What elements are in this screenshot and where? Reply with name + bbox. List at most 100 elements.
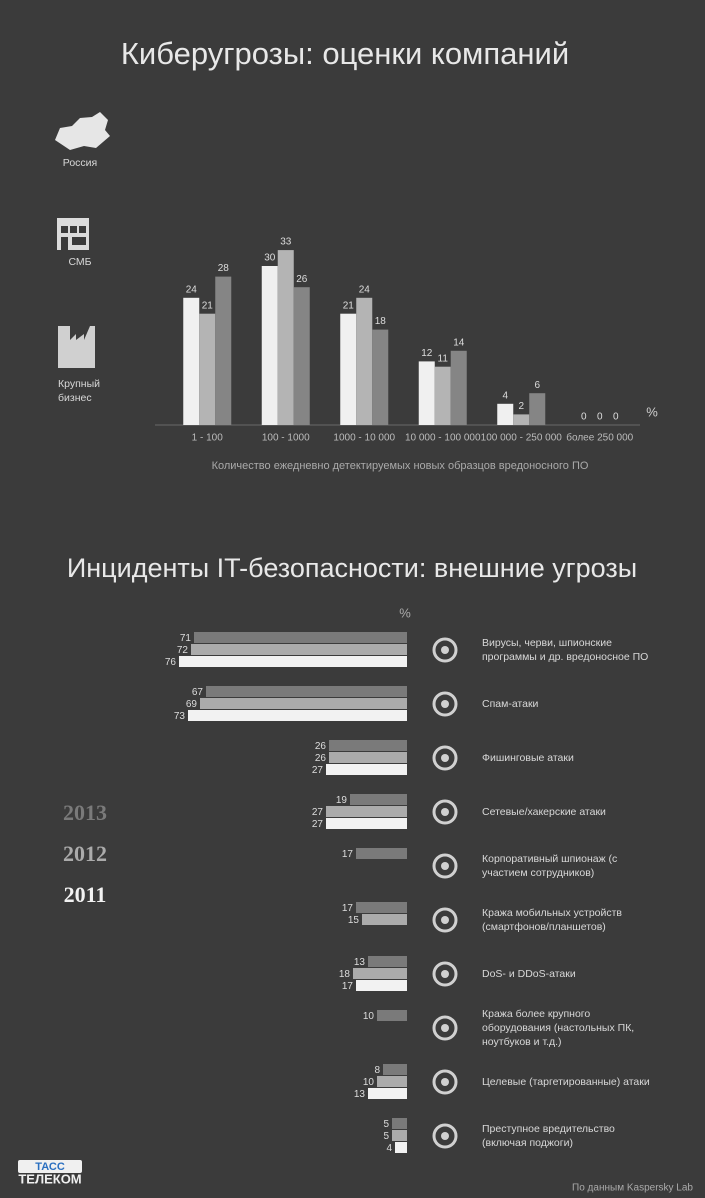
value-label: 26 bbox=[315, 741, 327, 752]
bar bbox=[356, 297, 373, 425]
bar bbox=[356, 902, 407, 913]
x-tick-label: 100 - 1000 bbox=[262, 433, 310, 444]
threat-icon bbox=[441, 1024, 449, 1032]
threat-icon bbox=[441, 916, 449, 924]
value-label: 18 bbox=[375, 316, 387, 327]
threat-icon bbox=[441, 1132, 449, 1140]
bar bbox=[372, 329, 389, 425]
x-tick-label: 10 000 - 100 000 bbox=[405, 433, 481, 444]
legend-label: 2013 bbox=[63, 800, 107, 825]
value-label: 17 bbox=[342, 903, 354, 914]
bar bbox=[395, 1142, 407, 1153]
bar bbox=[194, 632, 407, 643]
source: По данным Kaspersky Lab bbox=[572, 1183, 693, 1194]
smb-icon bbox=[57, 218, 89, 250]
category-label: Кража мобильных устройств (смартфонов/пл… bbox=[482, 907, 622, 933]
bar bbox=[353, 968, 407, 979]
bar bbox=[329, 740, 407, 751]
threat-icon bbox=[441, 970, 449, 978]
unit-label: % bbox=[399, 605, 411, 620]
x-axis-label: Количество ежедневно детектируемых новых… bbox=[212, 460, 589, 472]
value-label: 13 bbox=[354, 957, 366, 968]
category-label: Целевые (таргетированные) атаки bbox=[482, 1076, 650, 1088]
legend-label: 2012 bbox=[63, 841, 107, 866]
threat-icon bbox=[441, 862, 449, 870]
category-label: Фишинговые атаки bbox=[482, 752, 574, 764]
bar bbox=[183, 297, 200, 425]
value-label: 0 bbox=[581, 412, 587, 423]
value-label: 4 bbox=[386, 1143, 392, 1154]
value-label: 73 bbox=[174, 711, 186, 722]
value-label: 13 bbox=[354, 1089, 366, 1100]
threat-icon bbox=[432, 853, 458, 879]
threat-icon bbox=[441, 700, 449, 708]
bar bbox=[392, 1130, 407, 1141]
logo: ТАСС ТЕЛЕКОМ bbox=[18, 1160, 82, 1186]
value-label: 19 bbox=[336, 795, 348, 806]
x-tick-label: 100 000 - 250 000 bbox=[481, 433, 563, 444]
value-label: 10 bbox=[363, 1011, 375, 1022]
bar bbox=[326, 764, 407, 775]
bar bbox=[215, 276, 232, 425]
bar bbox=[326, 818, 407, 829]
bar bbox=[179, 656, 407, 667]
logo-bottom: ТЕЛЕКОМ bbox=[18, 1171, 81, 1186]
legend-label: СМБ bbox=[68, 256, 92, 268]
category-label: Спам-атаки bbox=[482, 698, 539, 710]
value-label: 26 bbox=[315, 753, 327, 764]
bar bbox=[529, 393, 546, 425]
x-tick-label: 1 - 100 bbox=[192, 433, 224, 444]
category-label: DoS- и DDoS-атаки bbox=[482, 968, 576, 980]
value-label: 72 bbox=[177, 645, 189, 656]
bar bbox=[392, 1118, 407, 1129]
bar bbox=[329, 752, 407, 763]
bar bbox=[188, 710, 407, 721]
bar bbox=[200, 698, 407, 709]
logo-top: ТАСС bbox=[35, 1161, 65, 1173]
bar bbox=[383, 1064, 407, 1075]
category-label: Сетевые/хакерские атаки bbox=[482, 806, 606, 818]
threat-icon bbox=[432, 907, 458, 933]
value-label: 4 bbox=[502, 390, 508, 401]
value-label: 18 bbox=[339, 969, 351, 980]
bar bbox=[450, 350, 467, 425]
bar bbox=[497, 403, 514, 425]
bar bbox=[293, 287, 310, 425]
x-tick-label: 1000 - 10 000 bbox=[333, 433, 395, 444]
value-label: 76 bbox=[165, 657, 177, 668]
value-label: 69 bbox=[186, 699, 198, 710]
value-label: 11 bbox=[438, 353, 449, 364]
threat-icon bbox=[432, 691, 458, 717]
value-label: 10 bbox=[363, 1077, 375, 1088]
chart-title: Инциденты IT-безопасности: внешние угроз… bbox=[67, 553, 637, 583]
value-label: 26 bbox=[296, 274, 308, 285]
value-label: 33 bbox=[280, 237, 292, 248]
value-label: 21 bbox=[343, 300, 355, 311]
threat-icon bbox=[432, 1069, 458, 1095]
threat-icon bbox=[432, 745, 458, 771]
russia-icon bbox=[55, 112, 110, 150]
bar bbox=[350, 794, 407, 805]
bar bbox=[206, 686, 407, 697]
threat-icons bbox=[432, 637, 458, 1149]
threat-icon bbox=[432, 1123, 458, 1149]
bar bbox=[368, 1088, 407, 1099]
bar bbox=[356, 980, 407, 991]
bar bbox=[261, 266, 278, 425]
threat-icon bbox=[441, 754, 449, 762]
value-label: 12 bbox=[421, 348, 433, 359]
bar bbox=[340, 313, 357, 425]
bar bbox=[513, 414, 530, 425]
threat-icon bbox=[441, 1078, 449, 1086]
value-label: 6 bbox=[534, 380, 540, 391]
bar bbox=[277, 250, 294, 425]
category-label: Вирусы, черви, шпионские программы и др.… bbox=[482, 637, 649, 663]
bar bbox=[368, 956, 407, 967]
value-label: 67 bbox=[192, 687, 204, 698]
value-label: 28 bbox=[218, 263, 230, 274]
bar bbox=[418, 361, 435, 425]
bar bbox=[326, 806, 407, 817]
unit-label: % bbox=[646, 404, 658, 419]
value-label: 5 bbox=[383, 1131, 389, 1142]
